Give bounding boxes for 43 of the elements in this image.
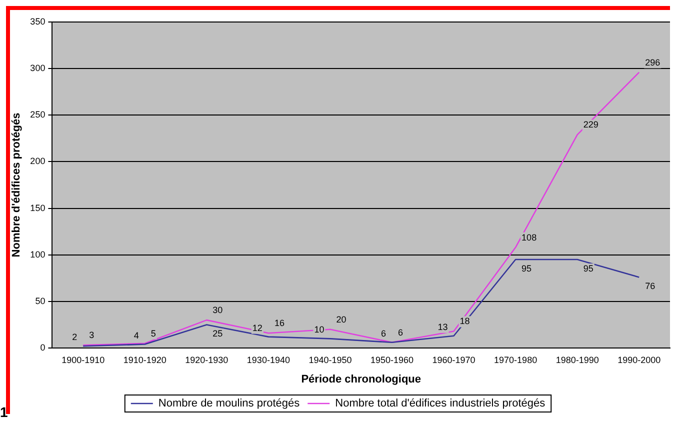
data-label: 4: [134, 330, 139, 340]
x-tick-label: 1950-1960: [370, 354, 414, 365]
x-tick-label: 1960-1970: [432, 354, 476, 365]
data-label: 18: [460, 316, 470, 326]
x-tick-label: 1990-2000: [618, 354, 661, 365]
x-tick-label: 1940-1950: [308, 354, 352, 365]
x-tick-label: 1910-1920: [123, 354, 166, 365]
y-tick-label: 350: [30, 16, 46, 26]
data-label: 16: [274, 318, 284, 328]
y-axis-title: Nombre d'édifices protégés: [10, 112, 23, 258]
y-tick-label: 300: [30, 63, 46, 74]
data-label: 30: [212, 305, 223, 316]
legend-label: Nombre de moulins protégés: [158, 398, 300, 410]
x-tick-label: 1980-1990: [556, 354, 599, 365]
data-label: 95: [522, 264, 532, 274]
data-label: 296: [645, 57, 660, 68]
data-label: 95: [583, 264, 594, 274]
data-label: 25: [212, 328, 223, 339]
x-tick-label: 1970-1980: [494, 354, 538, 365]
data-label: 6: [398, 327, 404, 338]
data-label: 6: [380, 328, 386, 338]
y-tick-label: 150: [30, 202, 46, 213]
data-label: 229: [583, 120, 598, 130]
data-label: 20: [336, 314, 346, 324]
legend-label: Nombre total d'édifices industriels protégés: [335, 398, 546, 410]
data-label: 12: [252, 322, 262, 333]
y-tick-label: 100: [30, 249, 46, 260]
data-label: 76: [645, 281, 656, 292]
data-label: 10: [314, 324, 324, 335]
x-axis-title: Période chronologique: [301, 373, 422, 386]
data-label: 2: [72, 332, 78, 342]
text: 1: [0, 404, 8, 420]
x-tick-label: 1920-1930: [185, 354, 228, 365]
y-tick-label: 250: [30, 110, 46, 120]
data-label: 13: [438, 322, 448, 332]
y-tick-label: 0: [40, 342, 46, 352]
y-tick-label: 50: [35, 296, 46, 306]
x-tick-label: 1930-1940: [246, 354, 290, 365]
data-label: 3: [89, 330, 94, 340]
y-tick-label: 200: [30, 156, 46, 166]
data-label: 108: [522, 232, 537, 242]
data-label: 5: [150, 328, 156, 338]
x-tick-label: 1900-1910: [62, 354, 105, 365]
